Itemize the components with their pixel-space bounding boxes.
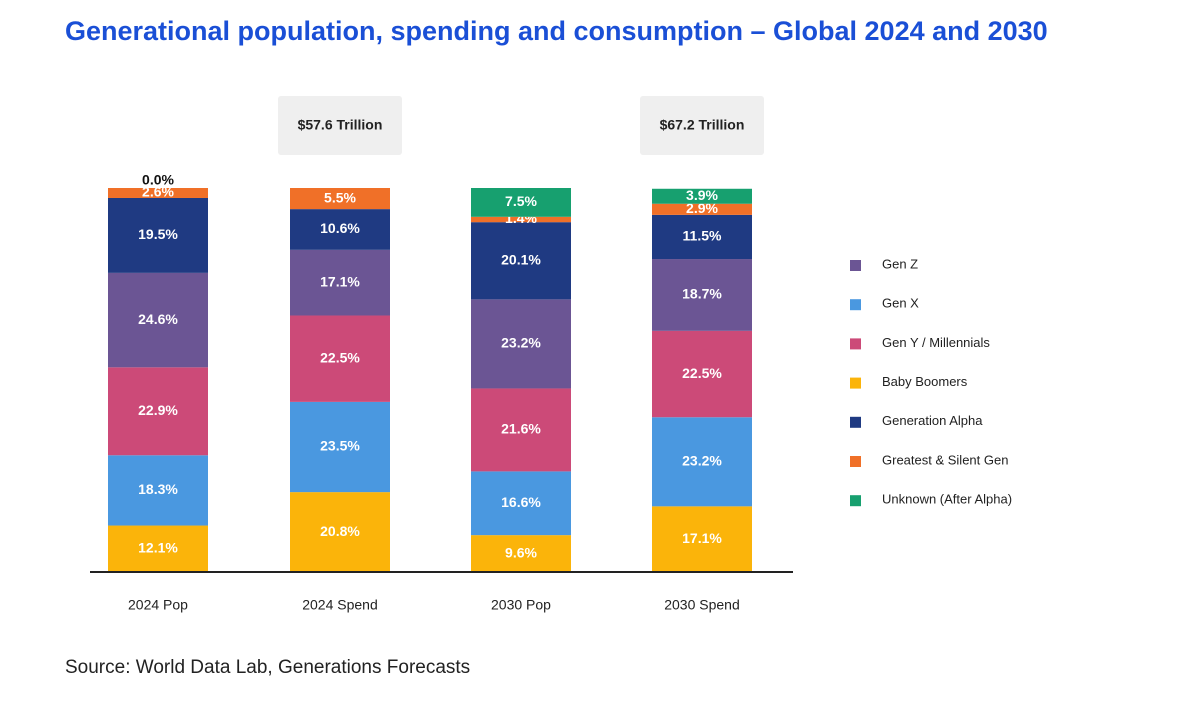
bar-segment	[108, 525, 208, 572]
data-label: 23.2%	[501, 335, 541, 351]
total-box	[640, 96, 764, 155]
bar-segment	[652, 330, 752, 418]
legend-swatch	[850, 456, 861, 467]
legend-label: Gen Y / Millennials	[882, 335, 990, 350]
legend-swatch	[850, 377, 861, 389]
data-label: 17.1%	[320, 273, 360, 289]
data-label: 7.5%	[505, 193, 537, 209]
bar-segment	[471, 471, 571, 536]
legend-label: Baby Boomers	[882, 374, 968, 389]
data-label: 18.7%	[682, 286, 722, 302]
bar-segment	[108, 455, 208, 526]
bar-segment	[108, 272, 208, 368]
legend-swatch	[850, 299, 861, 311]
data-label: 19.5%	[138, 226, 178, 242]
legend-swatch	[850, 416, 861, 428]
data-label: 18.3%	[138, 481, 178, 497]
data-label: 23.2%	[682, 452, 722, 468]
data-label: 24.6%	[138, 311, 178, 327]
x-tick-label: 2030 Spend	[664, 597, 740, 613]
total-label: $67.2 Trillion	[660, 117, 745, 133]
data-label: 22.5%	[320, 349, 360, 365]
data-label: 2.6%	[142, 184, 174, 200]
bar-segment	[290, 249, 390, 316]
bar-segment	[290, 401, 390, 493]
data-label: 9.6%	[505, 544, 537, 560]
legend-label: Gen X	[882, 296, 919, 311]
bar-segment	[290, 492, 390, 572]
data-label: 12.1%	[138, 539, 178, 555]
data-label: 10.6%	[320, 220, 360, 236]
bar-segment	[471, 388, 571, 472]
data-label: 5.5%	[324, 189, 356, 205]
bar-segment	[471, 216, 571, 223]
x-tick-label: 2024 Pop	[128, 597, 188, 613]
data-label: 0.0%	[142, 172, 174, 188]
bar-segment	[471, 535, 571, 572]
legend-label: Greatest & Silent Gen	[882, 452, 1008, 467]
legend-swatch	[850, 338, 861, 350]
bar-segment	[290, 209, 390, 250]
bar-segment	[652, 188, 752, 204]
x-tick-label: 2024 Spend	[302, 597, 378, 613]
legend-swatch	[850, 495, 861, 507]
bar-segment	[290, 188, 390, 210]
bar-segment	[652, 506, 752, 572]
data-label: 22.5%	[682, 365, 722, 381]
bar-segment	[108, 367, 208, 456]
legend-label: Unknown (After Alpha)	[882, 492, 1012, 507]
legend-label: Gen Z	[882, 256, 918, 271]
total-label: $57.6 Trillion	[298, 117, 383, 133]
bar-segment	[652, 214, 752, 260]
bar-segment	[652, 203, 752, 215]
bar-segment	[471, 222, 571, 300]
data-label: 17.1%	[682, 530, 722, 546]
data-label: 3.9%	[686, 187, 718, 203]
bar-segment	[290, 315, 390, 402]
bar-segment	[108, 197, 208, 273]
bar-segment	[652, 417, 752, 507]
legend-swatch	[850, 260, 861, 271]
data-label: 22.9%	[138, 402, 178, 418]
bar-segment	[652, 259, 752, 331]
legend-label: Generation Alpha	[882, 413, 983, 428]
bar-segment	[471, 299, 571, 389]
total-box	[278, 96, 402, 155]
data-label: 23.5%	[320, 438, 360, 454]
data-label: 2.9%	[686, 200, 718, 216]
x-tick-label: 2030 Pop	[491, 597, 551, 613]
data-label: 20.8%	[320, 523, 360, 539]
data-label: 21.6%	[501, 421, 541, 437]
data-label: 11.5%	[683, 228, 722, 244]
chart-title: Generational population, spending and co…	[65, 16, 1048, 46]
data-label: 16.6%	[501, 494, 541, 510]
source: Source: World Data Lab, Generations Fore…	[65, 657, 470, 678]
data-label: 20.1%	[501, 251, 541, 267]
bar-segment	[471, 188, 571, 217]
bar-segment	[108, 188, 208, 198]
